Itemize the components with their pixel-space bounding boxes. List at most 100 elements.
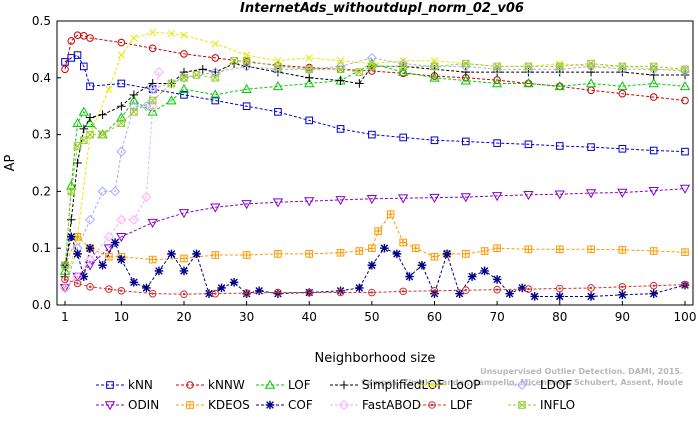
data-point-knn (79, 62, 88, 71)
data-point-knn (61, 58, 69, 66)
data-point-cof (254, 286, 264, 296)
series-line-cof (64, 235, 686, 297)
legend-label: INFLO (540, 398, 575, 412)
data-point-loop (167, 29, 176, 38)
data-point-loop (336, 57, 345, 65)
data-point-kdeos (368, 244, 376, 252)
data-point-knnw (117, 38, 126, 47)
data-point-inflo (86, 130, 94, 139)
data-point-lof (128, 95, 140, 105)
series-line-knnw (64, 34, 686, 101)
data-point-kdeos (242, 251, 251, 259)
data-point-kdeos (211, 251, 220, 259)
x-tick-label: 20 (176, 310, 191, 324)
data-point-loop (305, 54, 313, 62)
data-point-ldf (524, 285, 533, 293)
legend-item-loop: LoOP (418, 378, 481, 392)
data-point-odin (491, 192, 503, 202)
y-tick-label: 0.0 (32, 298, 51, 312)
data-point-kdeos (493, 244, 501, 252)
data-point-cof (649, 289, 658, 298)
legend-marker-ldof (516, 379, 528, 391)
data-point-lof (617, 81, 628, 91)
data-point-simplifiedlof (117, 101, 126, 111)
data-point-cof (480, 266, 489, 276)
data-point-knn (524, 140, 533, 149)
data-point-cof (455, 289, 464, 298)
data-point-knn (587, 143, 595, 151)
legend-marker-odin (104, 401, 116, 411)
data-point-lof (72, 117, 83, 128)
data-point-ldf (305, 288, 314, 297)
data-point-inflo (117, 119, 126, 128)
data-point-cof (154, 266, 164, 276)
data-point-lof (398, 66, 409, 76)
data-point-inflo (524, 62, 533, 71)
data-point-cof (392, 249, 402, 259)
data-point-odin (178, 209, 190, 219)
data-point-odin (84, 261, 96, 271)
data-point-cof (66, 232, 76, 242)
series-lof (59, 58, 691, 275)
legend-label: kNN (128, 378, 153, 392)
data-point-knn (336, 125, 345, 133)
data-point-kdeos (305, 250, 314, 258)
data-point-ldf (587, 284, 595, 292)
legend-label: LOF (288, 378, 311, 392)
data-point-kdeos (587, 245, 595, 254)
data-point-odin (429, 193, 440, 203)
chart-title: InternetAds_withoutdupl_norm_02_v06 (240, 1, 524, 16)
data-point-kdeos (105, 252, 113, 261)
data-point-loop (130, 34, 138, 42)
data-point-odin (147, 218, 158, 228)
data-point-lof (523, 78, 534, 88)
data-point-simplifiedlof (198, 64, 208, 74)
data-point-lof (648, 78, 659, 88)
data-point-inflo (355, 68, 364, 76)
legend-marker-cof (265, 400, 275, 410)
data-point-lof (210, 89, 221, 99)
data-point-inflo (148, 96, 157, 105)
data-point-lof (147, 106, 158, 116)
data-point-knn (73, 51, 82, 59)
data-point-knn (86, 82, 94, 91)
data-point-kdeos (386, 210, 395, 218)
series-line-inflo (64, 60, 686, 266)
data-point-kdeos (411, 244, 420, 252)
data-point-knn (681, 147, 689, 156)
data-point-simplifiedlof (85, 113, 95, 122)
data-point-knnw (493, 76, 501, 84)
data-point-odin (554, 190, 565, 200)
data-point-cof (98, 260, 107, 270)
data-point-lof (84, 117, 96, 128)
data-point-ldf (274, 288, 282, 297)
legend-marker-fastabod (338, 399, 350, 411)
data-point-cof (142, 283, 151, 293)
legend-item-simplifiedlof: SimplifiedLOF (330, 378, 444, 392)
data-point-knn (180, 91, 188, 99)
data-point-inflo (462, 59, 470, 68)
data-point-odin (460, 193, 471, 203)
data-point-knn (462, 137, 470, 146)
data-point-cof (217, 283, 226, 293)
data-point-knn (399, 133, 407, 142)
data-point-cof (442, 249, 452, 259)
data-point-simplifiedlof (98, 110, 107, 120)
data-point-ldof (335, 61, 346, 72)
x-tick-label: 80 (552, 310, 567, 324)
data-point-kdeos (336, 248, 345, 257)
data-point-inflo (98, 130, 107, 139)
data-point-kdeos (524, 245, 533, 254)
series-inflo (61, 56, 689, 270)
data-point-lof (166, 95, 177, 105)
data-point-ldf (430, 287, 439, 295)
data-point-cof (417, 260, 427, 270)
data-point-simplifiedlof (461, 67, 471, 77)
data-point-lof (585, 78, 597, 88)
data-point-fastabod (128, 214, 139, 225)
data-point-fastabod (147, 101, 158, 112)
data-point-ldf (368, 288, 376, 297)
legend-label: LDOF (540, 378, 572, 392)
data-point-odin (241, 200, 252, 210)
data-point-knn (649, 146, 658, 155)
